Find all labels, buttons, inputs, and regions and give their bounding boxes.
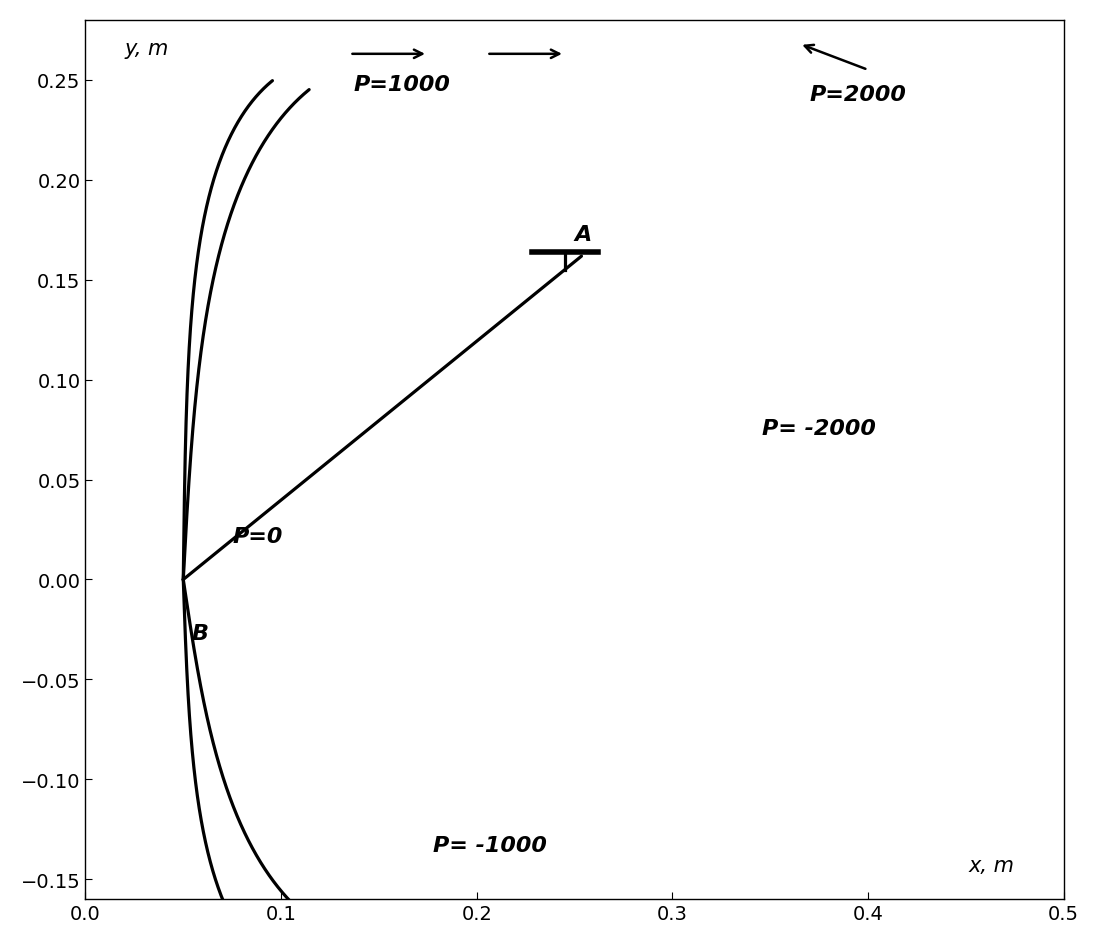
Text: x, m: x, m: [969, 855, 1015, 875]
Text: P=0: P=0: [232, 526, 283, 546]
Text: P= -2000: P= -2000: [762, 418, 876, 438]
Text: P=2000: P=2000: [810, 85, 906, 105]
Text: P= -1000: P= -1000: [433, 835, 548, 855]
Text: y, m: y, m: [124, 39, 169, 59]
Text: B: B: [191, 624, 208, 644]
Text: A: A: [574, 225, 592, 244]
Text: P=1000: P=1000: [354, 75, 451, 94]
